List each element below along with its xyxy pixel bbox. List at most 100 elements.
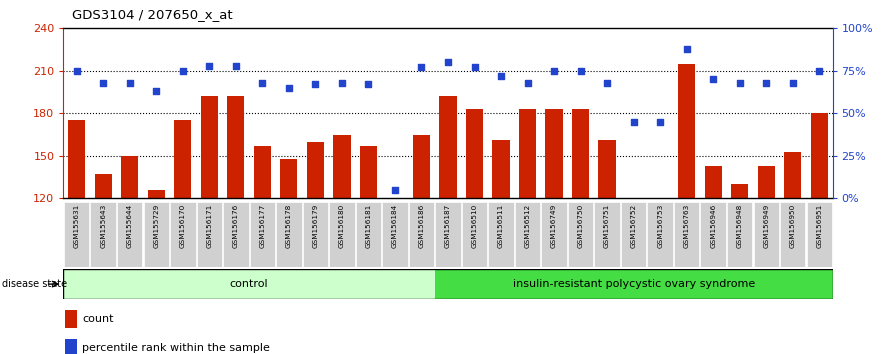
Point (308, 81, 322, 87)
Point (122, 80, 137, 86)
Bar (806, 202, 832, 267)
Bar (254, 146, 271, 198)
Text: GSM156751: GSM156751 (604, 203, 611, 248)
Point (388, 187, 402, 193)
Bar (488, 202, 514, 267)
Text: count: count (82, 314, 114, 324)
Text: percentile rank within the sample: percentile rank within the sample (82, 343, 270, 353)
Bar (276, 202, 301, 267)
Bar (223, 202, 248, 267)
Text: GSM155729: GSM155729 (153, 203, 159, 248)
Bar (568, 202, 593, 267)
Point (786, 80, 800, 86)
Text: GSM156750: GSM156750 (578, 203, 583, 248)
Bar (811, 113, 828, 198)
Bar (780, 202, 805, 267)
Text: disease state: disease state (2, 279, 67, 289)
Point (96, 80, 110, 86)
Bar (174, 120, 191, 198)
Point (70, 68, 84, 74)
Bar (753, 202, 779, 267)
Text: GSM156171: GSM156171 (206, 203, 212, 248)
Bar (65, 310, 78, 328)
Point (759, 80, 774, 86)
Text: GSM156753: GSM156753 (657, 203, 663, 248)
Bar (545, 109, 563, 198)
Text: GSM156749: GSM156749 (552, 203, 557, 248)
Text: GSM156177: GSM156177 (259, 203, 265, 248)
Bar (678, 64, 695, 198)
Bar (196, 202, 222, 267)
Bar (356, 202, 381, 267)
Text: GSM156184: GSM156184 (392, 203, 398, 248)
Text: insulin-resistant polycystic ovary syndrome: insulin-resistant polycystic ovary syndr… (513, 279, 755, 289)
Text: GSM156187: GSM156187 (445, 203, 451, 248)
Bar (462, 202, 487, 267)
Bar (329, 202, 355, 267)
Bar (440, 96, 456, 198)
Bar (519, 109, 537, 198)
Point (175, 68, 189, 74)
Bar (94, 174, 112, 198)
Bar (515, 202, 540, 267)
Text: GSM156186: GSM156186 (418, 203, 425, 248)
Bar (541, 202, 566, 267)
Text: GDS3104 / 207650_x_at: GDS3104 / 207650_x_at (72, 8, 233, 21)
Bar (201, 96, 218, 198)
Bar (144, 202, 169, 267)
Point (361, 81, 375, 87)
Bar (280, 159, 298, 198)
Point (149, 88, 163, 94)
Point (812, 68, 826, 74)
Point (653, 119, 667, 125)
Bar (333, 135, 351, 198)
Text: GSM156946: GSM156946 (710, 203, 716, 248)
Bar (382, 202, 408, 267)
Text: GSM156950: GSM156950 (789, 203, 796, 248)
Bar (359, 146, 377, 198)
Point (679, 46, 693, 52)
Bar (91, 202, 116, 267)
Point (707, 76, 721, 82)
Text: GSM156948: GSM156948 (737, 203, 743, 248)
Bar (784, 152, 802, 198)
Point (521, 80, 535, 86)
Bar (65, 339, 78, 354)
Bar (409, 202, 434, 267)
Point (414, 64, 428, 70)
Point (494, 73, 508, 79)
Text: GSM155631: GSM155631 (74, 203, 79, 248)
Bar (727, 202, 752, 267)
Bar (435, 202, 461, 267)
Bar (595, 202, 620, 267)
Bar (674, 202, 700, 267)
Point (600, 80, 614, 86)
Text: control: control (230, 279, 269, 289)
Bar (121, 156, 138, 198)
Point (547, 68, 561, 74)
Bar (598, 140, 616, 198)
Text: GSM156180: GSM156180 (339, 203, 344, 248)
Bar (227, 96, 244, 198)
Text: GSM156512: GSM156512 (524, 203, 530, 248)
Bar (413, 135, 430, 198)
Bar (492, 140, 509, 198)
Bar (303, 202, 328, 267)
Point (255, 80, 270, 86)
Point (440, 59, 455, 65)
Text: GSM156181: GSM156181 (366, 203, 372, 248)
Bar (572, 109, 589, 198)
Bar (731, 184, 748, 198)
Bar (758, 166, 775, 198)
Text: GSM156752: GSM156752 (631, 203, 637, 248)
Text: GSM156176: GSM156176 (233, 203, 239, 248)
Text: GSM155643: GSM155643 (100, 203, 107, 248)
Bar (434, 269, 833, 299)
Bar (466, 109, 483, 198)
Bar (64, 202, 90, 267)
Bar (148, 190, 165, 198)
Bar (249, 202, 275, 267)
Bar (63, 269, 434, 299)
Point (203, 63, 217, 69)
Text: GSM156511: GSM156511 (498, 203, 504, 248)
